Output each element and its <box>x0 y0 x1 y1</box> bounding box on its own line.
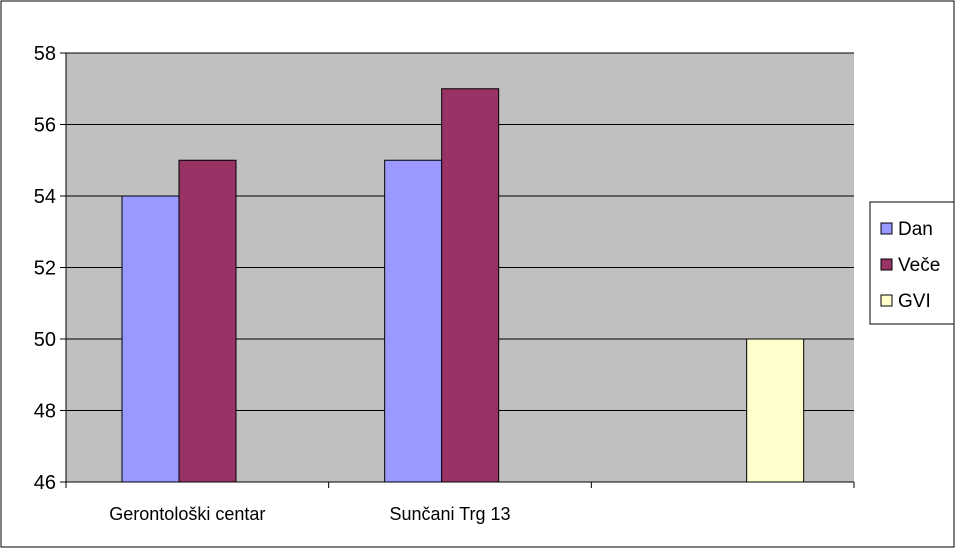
legend-swatch-dan <box>880 222 893 235</box>
y-tick-label: 46 <box>34 472 56 494</box>
y-tick-label: 50 <box>34 329 56 351</box>
legend-swatch-veče <box>880 258 893 271</box>
bar-gvi-2 <box>746 338 805 483</box>
bar-veče-1 <box>441 88 500 483</box>
y-tick-label: 48 <box>34 401 56 423</box>
legend-swatch-gvi <box>880 294 893 307</box>
y-tick-label: 54 <box>34 186 56 208</box>
x-category-label: Sunčani Trg 13 <box>389 504 510 524</box>
x-category-label: Gerontološki centar <box>109 504 265 524</box>
legend-label: Veče <box>898 255 940 276</box>
y-tick-label: 56 <box>34 115 56 137</box>
bar-dan-0 <box>121 195 180 483</box>
y-tick-label: 52 <box>34 258 56 280</box>
y-tick-label: 58 <box>34 43 56 65</box>
legend-label: GVI <box>898 291 931 312</box>
legend-label: Dan <box>898 219 933 240</box>
bar-dan-1 <box>384 159 443 483</box>
bar-veče-0 <box>178 159 237 483</box>
